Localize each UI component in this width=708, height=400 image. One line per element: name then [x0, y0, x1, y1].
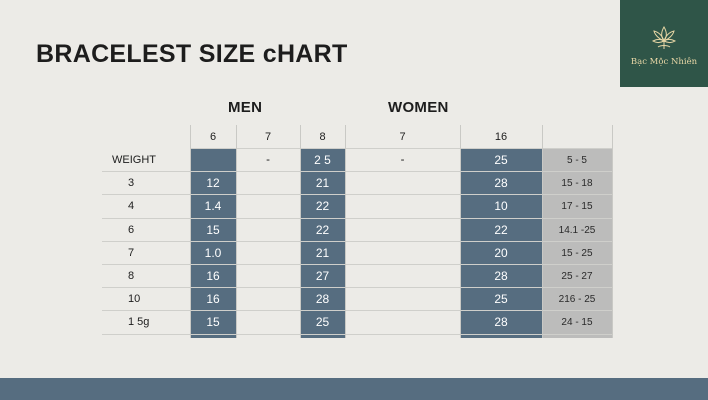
table-cell: 28 — [494, 176, 508, 190]
table-cell: 2 5 — [314, 153, 331, 167]
table-cell: 5 - 5 — [566, 155, 587, 166]
column-header: 7 — [264, 131, 272, 143]
table-cell: 15 — [206, 315, 220, 329]
table-cell: 15 — [206, 223, 220, 237]
row-divider — [102, 310, 612, 311]
column-fill — [190, 149, 236, 338]
table-cell — [345, 311, 460, 334]
table-cell: 24 - 15 — [561, 317, 593, 328]
table-cell: 10 — [494, 199, 508, 213]
table-cell: 14.1 -25 — [558, 225, 596, 236]
column-divider — [612, 125, 613, 338]
column-divider — [300, 125, 301, 338]
table-cell — [236, 219, 300, 242]
table-cell: 15 - 25 — [561, 248, 593, 259]
table-cell: 21 — [315, 176, 330, 190]
column-divider — [236, 125, 237, 338]
table-cell — [236, 311, 300, 334]
row-label: 1 5g — [128, 316, 150, 328]
row-divider — [102, 218, 612, 219]
table-cell: 1.0 — [204, 246, 222, 260]
footer-bar — [0, 378, 708, 400]
table-cell — [345, 172, 460, 195]
row-label: WEIGHT — [112, 154, 156, 166]
table-cell: 25 — [315, 315, 330, 329]
table-cell — [236, 265, 300, 288]
table-cell: 1.4 — [204, 199, 222, 213]
table-cell: 15 - 18 — [561, 178, 593, 189]
column-divider — [190, 125, 191, 338]
table-cell: 25 - 27 — [561, 271, 593, 282]
women-group-label: WOMEN — [388, 99, 449, 116]
table-cell — [190, 149, 236, 172]
column-header — [542, 126, 612, 149]
table-cell — [236, 288, 300, 311]
table-cell: 12 — [206, 176, 220, 190]
table-cell: 27 — [315, 269, 330, 283]
table-cell: - — [400, 154, 405, 166]
row-label: 7 — [128, 247, 135, 259]
column-header: 6 — [209, 131, 217, 143]
table-cell: 16 — [206, 269, 220, 283]
column-fill — [542, 149, 612, 338]
table-cell: 22 — [494, 223, 508, 237]
column-fill — [300, 149, 345, 338]
row-divider — [102, 194, 612, 195]
row-label: 6 — [128, 224, 135, 236]
column-header: 7 — [399, 131, 406, 143]
table-cell: - — [266, 154, 270, 166]
table-cell: 20 — [494, 246, 508, 260]
row-label: 8 — [128, 270, 135, 282]
table-cell — [345, 242, 460, 265]
row-divider — [102, 334, 612, 335]
header-divider — [190, 148, 612, 149]
table-cell: 17 - 15 — [561, 201, 593, 212]
table-cell: 25 — [494, 292, 508, 306]
row-label: 10 — [128, 293, 141, 305]
table-cell: 16 — [206, 292, 220, 306]
table-cell — [236, 195, 300, 218]
row-divider — [102, 171, 612, 172]
column-fill — [460, 149, 542, 338]
table-cell: 216 - 25 — [558, 294, 596, 305]
men-group-label: MEN — [228, 99, 263, 116]
table-cell — [345, 265, 460, 288]
row-divider — [102, 241, 612, 242]
brand-logo: Bạc Mộc Nhiên — [620, 0, 708, 87]
table-cell: 25 — [494, 153, 508, 167]
column-divider — [345, 125, 346, 338]
table-cell: 28 — [315, 292, 330, 306]
table-cell: 22 — [315, 199, 330, 213]
table-cell — [345, 219, 460, 242]
column-divider — [460, 125, 461, 338]
table-cell: 22 — [315, 223, 330, 237]
row-label: 4 — [128, 200, 135, 212]
table-cell — [345, 195, 460, 218]
lotus-icon — [652, 25, 676, 49]
table-cell: 28 — [494, 315, 508, 329]
brand-name: Bạc Mộc Nhiên — [630, 56, 698, 67]
table-cell — [236, 242, 300, 265]
table-cell — [236, 172, 300, 195]
table-cell: 21 — [315, 246, 330, 260]
table-cell: 28 — [494, 269, 508, 283]
row-divider — [102, 264, 612, 265]
column-header: 16 — [494, 131, 508, 143]
column-divider — [542, 125, 543, 338]
row-divider — [102, 287, 612, 288]
table-cell — [345, 288, 460, 311]
column-header: 8 — [319, 131, 326, 143]
page-title: BRACELEST SIZE cHART — [36, 40, 348, 68]
row-label: 3 — [128, 177, 135, 189]
